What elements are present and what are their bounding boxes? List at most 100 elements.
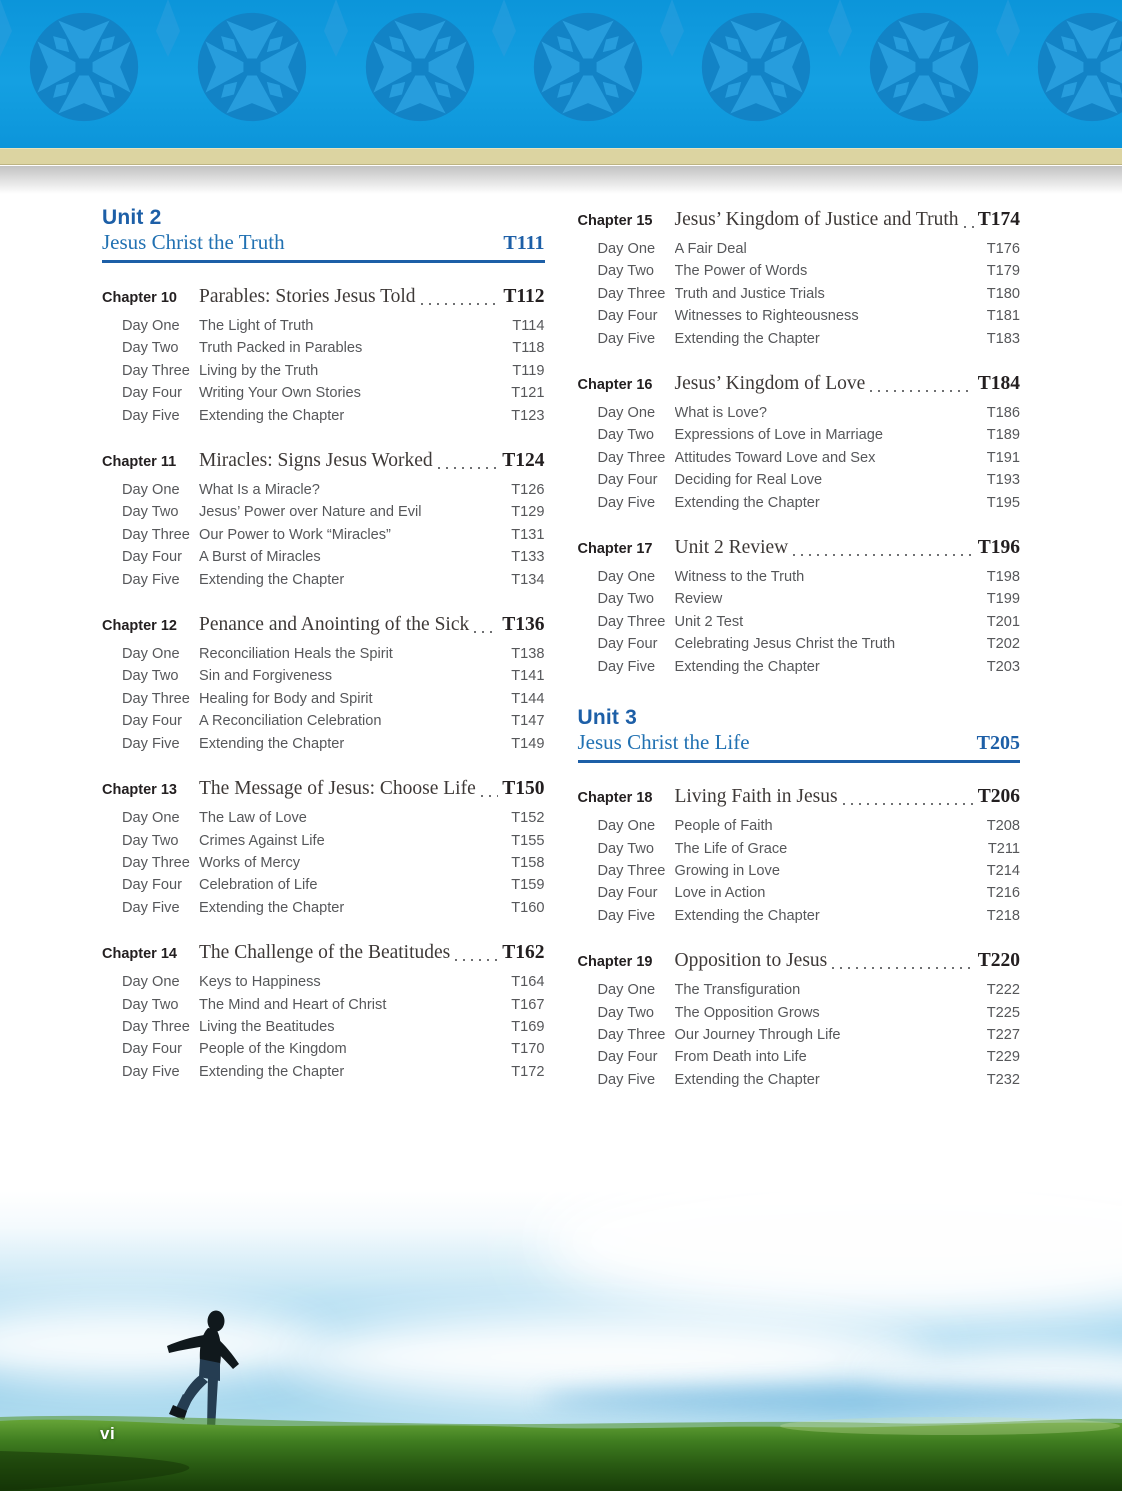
day-title: What Is a Miracle? — [199, 482, 320, 499]
page-number: vi — [100, 1424, 116, 1443]
day-entry: Day Two Truth Packed in Parables T118 — [102, 337, 545, 359]
day-label: Day Four — [122, 877, 183, 894]
day-label: Day Four — [122, 1041, 183, 1058]
day-entry: Day Four Celebration of Life T159 — [102, 874, 545, 896]
day-entry: Day Five Extending the Chapter T195 — [578, 492, 1021, 514]
day-label: Day Three — [122, 526, 190, 543]
day-page-number: T189 — [986, 427, 1020, 444]
day-title: Growing in Love — [674, 862, 780, 879]
day-entry: Day Four A Burst of Miracles T133 — [102, 546, 545, 568]
day-entry: Day Three Our Power to Work “Miracles” T… — [102, 524, 545, 546]
day-page-number: T180 — [986, 285, 1020, 302]
day-label: Day Four — [122, 385, 183, 402]
unit-page-number: T111 — [503, 232, 545, 254]
chapter-entry: Chapter 17 Unit 2 Review T196 Day One Wi… — [578, 535, 1021, 678]
dotted-leader — [832, 967, 974, 970]
day-page-number: T222 — [986, 982, 1020, 999]
day-entry: Day Five Extending the Chapter T123 — [102, 405, 545, 427]
day-label: Day Three — [122, 1018, 190, 1035]
unit-header: Unit 2 Jesus Christ the Truth T111 — [102, 205, 545, 263]
day-label: Day Five — [597, 1071, 656, 1088]
day-label: Day Five — [122, 899, 180, 916]
ornament-tip-icon — [0, 0, 12, 57]
day-title: Reconciliation Heals the Spirit — [199, 646, 393, 663]
chapter-title: The Message of Jesus: Choose Life — [199, 778, 476, 800]
table-of-contents: Unit 2 Jesus Christ the Truth T111 Chapt… — [0, 165, 1122, 1091]
ornament-tip-icon — [996, 0, 1020, 57]
day-title: People of Faith — [674, 818, 773, 835]
day-page-number: T141 — [511, 668, 545, 685]
day-label: Day One — [597, 569, 656, 586]
day-label: Day Five — [122, 571, 180, 588]
day-entry: Day Three Living by the Truth T119 — [102, 360, 545, 382]
day-entry: Day Three Our Journey Through Life T227 — [578, 1024, 1021, 1046]
day-entry: Day One What is Love? T186 — [578, 402, 1021, 424]
day-entry: Day Four Witnesses to Righteousness T181 — [578, 305, 1021, 327]
chapter-page-number: T150 — [502, 778, 545, 800]
day-entry: Day One The Light of Truth T114 — [102, 315, 545, 337]
day-entry: Day One People of Faith T208 — [578, 815, 1021, 837]
day-page-number: T199 — [986, 591, 1020, 608]
dotted-leader — [842, 803, 974, 806]
chapter-entry: Chapter 13 The Message of Jesus: Choose … — [102, 776, 545, 919]
dotted-leader — [455, 959, 499, 962]
day-title: A Burst of Miracles — [199, 549, 321, 566]
chapter-title: Miracles: Signs Jesus Worked — [199, 450, 433, 472]
day-entry: Day One Reconciliation Heals the Spirit … — [102, 643, 545, 665]
day-title: Extending the Chapter — [674, 1071, 820, 1088]
day-page-number: T134 — [511, 571, 545, 588]
chapter-label: Chapter 13 — [102, 782, 177, 799]
day-label: Day Two — [122, 504, 179, 521]
chapter-heading: Chapter 10 Parables: Stories Jesus Told … — [102, 284, 545, 311]
day-title: Extending the Chapter — [674, 907, 820, 924]
chapter-heading: Chapter 16 Jesus’ Kingdom of Love T184 — [578, 371, 1021, 398]
day-entry: Day One The Law of Love T152 — [102, 807, 545, 829]
day-title: The Law of Love — [199, 810, 307, 827]
day-entry: Day Two Expressions of Love in Marriage … — [578, 424, 1021, 446]
ornament-tip-icon — [156, 0, 180, 57]
day-entry: Day Two The Mind and Heart of Christ T16… — [102, 994, 545, 1016]
toc-column-left: Unit 2 Jesus Christ the Truth T111 Chapt… — [102, 205, 545, 1091]
day-label: Day One — [597, 982, 656, 999]
day-label: Day Two — [597, 427, 655, 444]
day-page-number: T158 — [511, 854, 545, 871]
day-entry: Day Four People of the Kingdom T170 — [102, 1038, 545, 1060]
day-label: Day Three — [122, 854, 190, 871]
dotted-leader — [870, 390, 974, 393]
unit-title: Jesus Christ the Life — [577, 730, 750, 755]
day-page-number: T160 — [511, 899, 545, 916]
day-title: Living the Beatitudes — [199, 1018, 335, 1035]
day-entry: Day Two The Opposition Grows T225 — [578, 1002, 1021, 1024]
day-page-number: T147 — [511, 713, 545, 730]
day-list: Day One Keys to Happiness T164 Day Two T… — [102, 971, 545, 1083]
day-title: Sin and Forgiveness — [199, 668, 333, 685]
day-entry: Day Four Deciding for Real Love T193 — [578, 469, 1021, 491]
day-entry: Day Five Extending the Chapter T134 — [102, 569, 545, 591]
chapter-page-number: T162 — [502, 942, 545, 964]
day-title: The Life of Grace — [674, 840, 788, 857]
footer-photo: vi — [0, 1191, 1122, 1491]
cross-medallion — [492, 0, 672, 148]
day-title: Truth and Justice Trials — [674, 285, 825, 302]
day-title: Extending the Chapter — [199, 899, 345, 916]
day-entry: Day Four Love in Action T216 — [578, 882, 1021, 904]
tan-stripe — [0, 148, 1122, 165]
day-label: Day Three — [122, 690, 190, 707]
day-entry: Day Five Extending the Chapter T160 — [102, 897, 545, 919]
day-page-number: T183 — [986, 330, 1020, 347]
cross-medallion-pattern — [0, 0, 1122, 148]
day-page-number: T202 — [986, 636, 1020, 653]
day-label: Day Five — [597, 330, 656, 347]
day-label: Day Two — [597, 840, 655, 857]
day-list: Day One Witness to the Truth T198 Day Tw… — [578, 566, 1021, 678]
day-title: Extending the Chapter — [199, 407, 345, 424]
cross-medallion — [0, 0, 168, 148]
chapter-page-number: T136 — [502, 614, 545, 636]
chapter-label: Chapter 14 — [102, 946, 177, 963]
chapter-label: Chapter 12 — [102, 618, 177, 635]
cloud — [0, 1303, 326, 1385]
day-label: Day One — [122, 646, 180, 663]
day-title: Extending the Chapter — [199, 735, 345, 752]
day-page-number: T232 — [986, 1071, 1020, 1088]
day-title: Extending the Chapter — [674, 658, 820, 675]
